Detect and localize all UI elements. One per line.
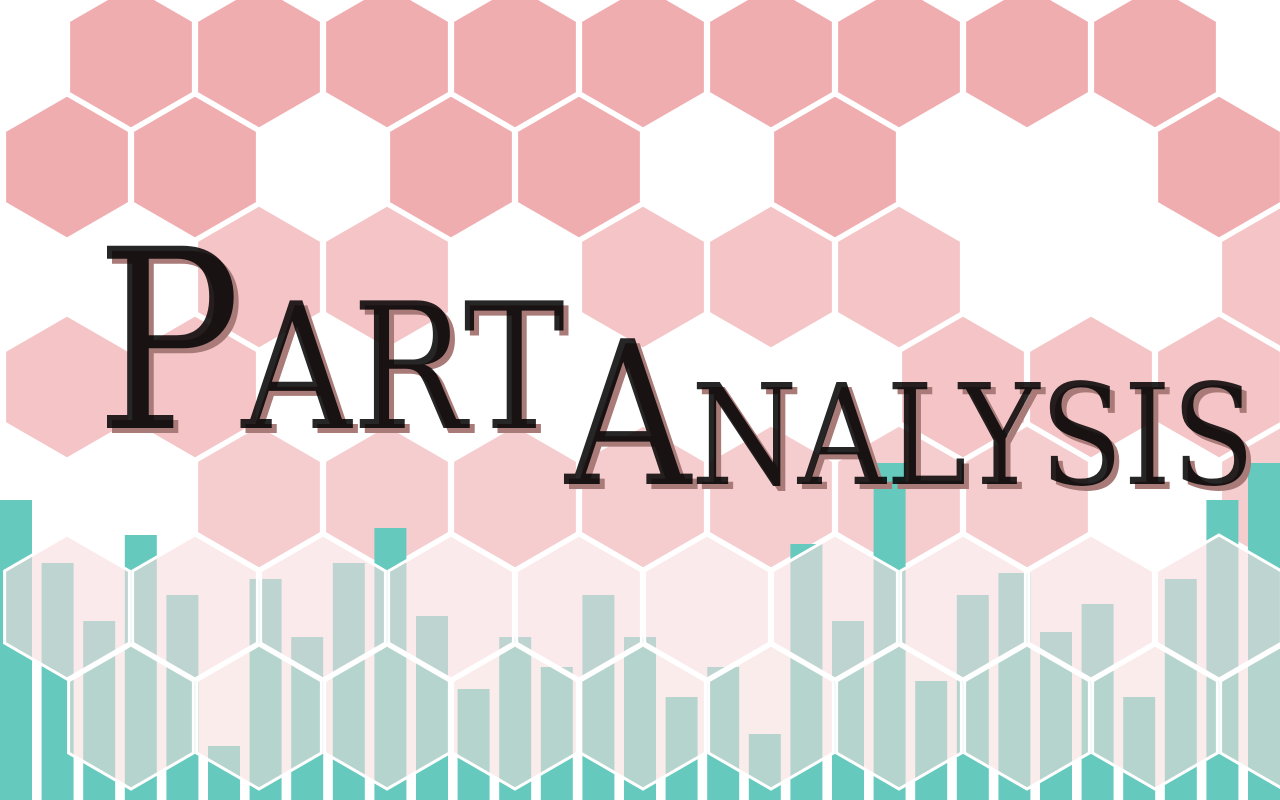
hexagon — [963, 0, 1091, 131]
logo-word: Part — [95, 196, 565, 487]
hexagon — [195, 0, 323, 131]
hexagon — [771, 93, 899, 241]
hexagon — [771, 533, 899, 681]
logo-word: Analysis — [563, 299, 1255, 532]
hexagon — [387, 533, 515, 681]
hexagon — [963, 423, 1091, 571]
hexagon — [323, 0, 451, 131]
hexagon — [1091, 0, 1219, 131]
hexagon — [579, 643, 707, 791]
hexagon — [3, 93, 131, 241]
hexagon — [515, 93, 643, 241]
hexagon — [3, 533, 131, 681]
hexagon — [387, 93, 515, 241]
hexagon — [259, 533, 387, 681]
hexagon — [451, 0, 579, 131]
hexagon — [1155, 313, 1280, 461]
hexagon — [835, 203, 963, 351]
hexagon — [1027, 313, 1155, 461]
hexagon — [515, 533, 643, 681]
hexagon — [579, 203, 707, 351]
hexagon — [643, 533, 771, 681]
hexagon — [579, 0, 707, 131]
hexagon — [835, 0, 963, 131]
hexagon — [67, 643, 195, 791]
hexagon — [579, 423, 707, 571]
hexagon-pattern — [3, 0, 1280, 571]
hexagon — [963, 643, 1091, 791]
logo-word-shadow: Part — [100, 201, 570, 492]
hexagon — [899, 533, 1027, 681]
hexagon — [451, 423, 579, 571]
hexagon — [707, 0, 835, 131]
hexagon — [1155, 533, 1280, 681]
hexagon — [707, 643, 835, 791]
hexagon — [195, 643, 323, 791]
hexagon — [3, 313, 131, 461]
logo-word-shadow: Analysis — [568, 304, 1260, 537]
hexagon — [131, 313, 259, 461]
hexagon — [1091, 643, 1219, 791]
hexagon — [899, 313, 1027, 461]
hexagon — [131, 93, 259, 241]
hexagon — [1219, 644, 1280, 790]
hexagon — [131, 533, 259, 681]
hexagon — [195, 203, 323, 351]
hexagon — [323, 203, 451, 351]
hexagon — [451, 643, 579, 791]
hexagon — [323, 643, 451, 791]
hexagon — [1155, 93, 1280, 241]
hexagon — [1219, 204, 1280, 350]
hexagon — [195, 423, 323, 571]
hexagon-overlay — [3, 533, 1280, 791]
hexagon — [835, 643, 963, 791]
hexagon — [67, 0, 195, 131]
hexagon — [707, 203, 835, 351]
hexagon — [707, 423, 835, 571]
hexagon — [1027, 533, 1155, 681]
